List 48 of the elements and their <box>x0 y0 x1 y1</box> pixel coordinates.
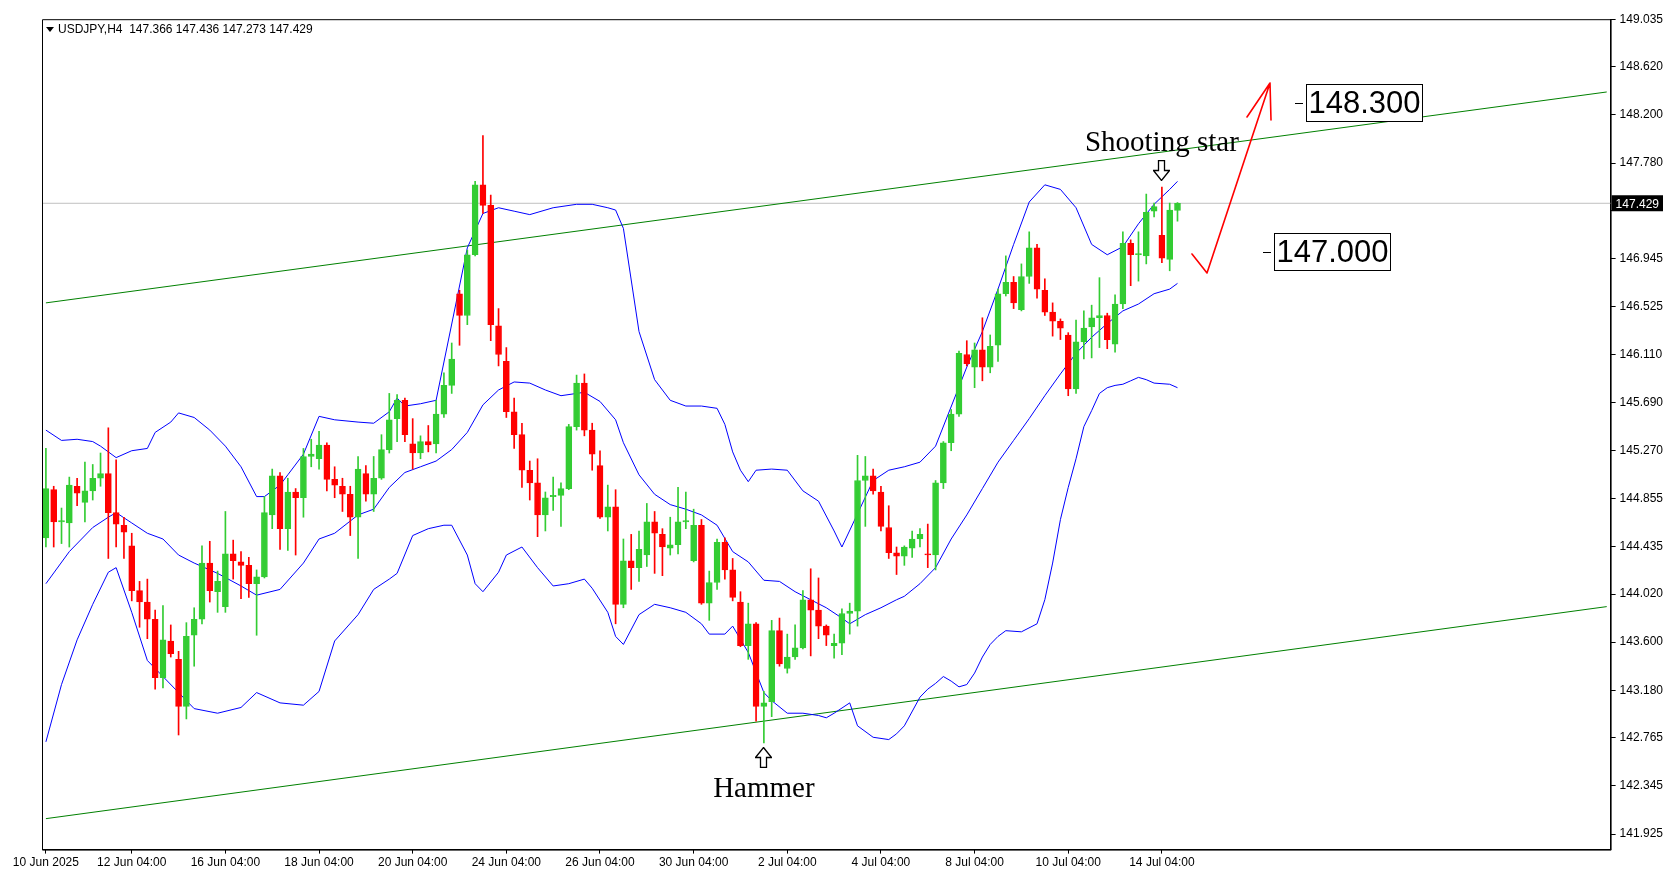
candlestick <box>424 425 432 453</box>
x-tick-label: 2 Jul 04:00 <box>757 855 817 870</box>
x-tick-label: 16 Jun 04:00 <box>190 855 261 870</box>
candlestick <box>557 482 565 527</box>
x-tick-label: 10 Jul 04:00 <box>1035 855 1102 870</box>
y-tick-label: 148.200 <box>1619 107 1664 122</box>
candlestick <box>627 534 635 590</box>
x-tick-label: 24 Jun 04:00 <box>471 855 542 870</box>
y-tick-label: 144.855 <box>1619 490 1664 505</box>
annotation: 148.300 <box>1306 84 1423 123</box>
y-tick-label: 145.270 <box>1619 443 1664 458</box>
x-tick-label: 8 Jul 04:00 <box>945 855 1005 870</box>
y-tick-label: 149.035 <box>1619 11 1664 26</box>
y-tick-label: 142.765 <box>1619 730 1664 745</box>
y-tick-label: 143.180 <box>1619 682 1664 697</box>
y-tick-label: 148.620 <box>1619 59 1664 74</box>
y-tick-label: 146.525 <box>1619 299 1664 314</box>
x-tick-label: 12 Jun 04:00 <box>97 855 167 870</box>
candlestick <box>846 602 854 635</box>
x-tick-label: 10 Jun 2025 <box>12 855 80 870</box>
y-tick-label: 143.600 <box>1619 634 1664 649</box>
candlestick <box>830 633 838 659</box>
candlestick <box>924 523 932 568</box>
chart-title: USDJPY,H4 147.366 147.436 147.273 147.429 <box>58 22 313 37</box>
candlestick <box>682 491 690 529</box>
x-tick-label: 30 Jun 04:00 <box>658 855 729 870</box>
y-tick-label: 142.345 <box>1619 778 1664 793</box>
x-tick-label: 4 Jul 04:00 <box>851 855 911 870</box>
x-tick-label: 20 Jun 04:00 <box>377 855 448 870</box>
candlestick <box>409 418 417 470</box>
annotation: Hammer <box>713 771 815 803</box>
y-tick-label: 145.690 <box>1619 394 1664 409</box>
y-tick-label: 144.020 <box>1619 586 1664 601</box>
annotation: 147.000 <box>1274 233 1391 272</box>
x-tick-label: 18 Jun 04:00 <box>284 855 355 870</box>
x-tick-label: 14 Jul 04:00 <box>1129 855 1195 870</box>
y-tick-label: 147.780 <box>1619 155 1664 170</box>
candlestick <box>807 568 815 657</box>
ref-line-label: 147.429 <box>1615 196 1660 211</box>
candlestick <box>307 438 315 468</box>
candlestick <box>604 484 612 532</box>
y-tick-label: 146.945 <box>1619 251 1664 266</box>
y-tick-label: 141.925 <box>1619 826 1664 841</box>
y-tick-label: 146.110 <box>1619 346 1663 361</box>
y-tick-label: 144.435 <box>1619 538 1664 553</box>
x-tick-label: 26 Jun 04:00 <box>565 855 636 870</box>
candlestick <box>229 539 237 580</box>
candlestick <box>666 516 674 556</box>
